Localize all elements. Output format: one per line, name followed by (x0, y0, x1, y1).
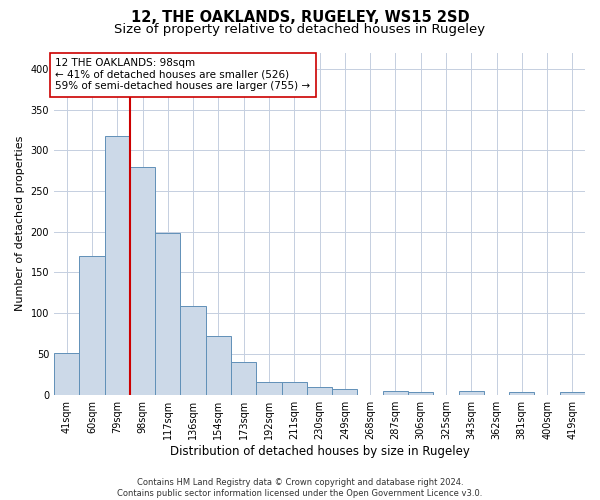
Bar (560, 392, 585, 394)
Bar (231, 362, 256, 394)
Text: 12, THE OAKLANDS, RUGELEY, WS15 2SD: 12, THE OAKLANDS, RUGELEY, WS15 2SD (131, 10, 469, 25)
Bar (181, 306, 206, 394)
Bar (332, 389, 358, 394)
Bar (307, 388, 332, 394)
Bar (256, 382, 281, 394)
Bar (509, 392, 535, 394)
Bar (54, 353, 79, 395)
Bar (155, 232, 181, 394)
Bar (281, 382, 307, 394)
Bar (458, 390, 484, 394)
Bar (206, 336, 231, 394)
Bar (104, 136, 130, 394)
Text: Contains HM Land Registry data © Crown copyright and database right 2024.
Contai: Contains HM Land Registry data © Crown c… (118, 478, 482, 498)
Bar (383, 390, 408, 394)
Bar (408, 392, 433, 394)
Text: Size of property relative to detached houses in Rugeley: Size of property relative to detached ho… (115, 22, 485, 36)
X-axis label: Distribution of detached houses by size in Rugeley: Distribution of detached houses by size … (170, 444, 469, 458)
Bar (130, 166, 155, 394)
Bar (79, 256, 104, 394)
Text: 12 THE OAKLANDS: 98sqm
← 41% of detached houses are smaller (526)
59% of semi-de: 12 THE OAKLANDS: 98sqm ← 41% of detached… (55, 58, 310, 92)
Y-axis label: Number of detached properties: Number of detached properties (15, 136, 25, 312)
